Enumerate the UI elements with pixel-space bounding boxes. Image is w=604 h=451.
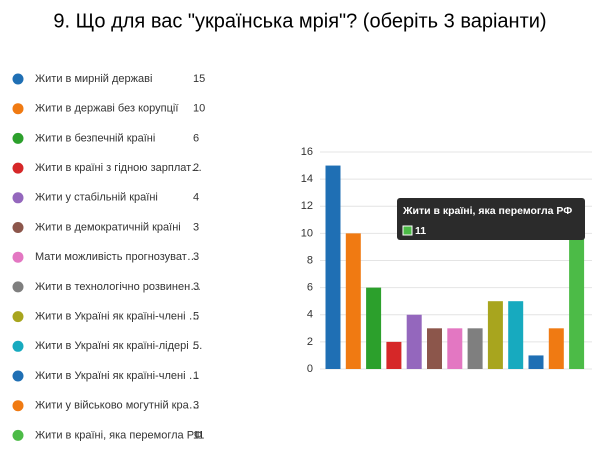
bar bbox=[447, 328, 463, 369]
legend-swatch bbox=[12, 400, 24, 412]
bar bbox=[427, 328, 442, 369]
y-tick-label: 10 bbox=[301, 227, 313, 239]
bar bbox=[487, 301, 503, 369]
legend-label: Жити в безпечній країні bbox=[35, 132, 155, 144]
tooltip-title: Жити в країні, яка перемогла РФ bbox=[402, 205, 572, 217]
bar bbox=[528, 355, 544, 369]
legend-value: 4 bbox=[193, 192, 199, 204]
legend-swatch bbox=[12, 311, 24, 323]
bar bbox=[325, 165, 341, 369]
legend-value: 2 bbox=[193, 162, 199, 174]
y-tick-label: 8 bbox=[307, 254, 313, 266]
y-tick-label: 14 bbox=[301, 173, 313, 185]
legend-value: 10 bbox=[193, 103, 205, 115]
legend-label: Жити в Україні як країні-члені … bbox=[35, 311, 200, 323]
legend-swatch bbox=[12, 132, 24, 144]
legend-label: Жити в країні з гідною зарплат… bbox=[35, 162, 202, 174]
bar bbox=[569, 219, 585, 369]
tooltip-swatch bbox=[402, 225, 413, 236]
legend-value: 1 bbox=[193, 370, 199, 382]
legend-value: 5 bbox=[193, 311, 199, 323]
chart-title: 9. Що для вас "українська мрія"? (оберіт… bbox=[53, 10, 546, 32]
legend-swatch bbox=[12, 281, 24, 293]
tooltip-value: 11 bbox=[415, 225, 426, 237]
legend-swatch bbox=[12, 103, 24, 115]
legend-value: 3 bbox=[193, 251, 199, 263]
bar bbox=[508, 301, 524, 369]
bar bbox=[548, 328, 564, 369]
legend-label: Жити в Україні як країні-члені … bbox=[35, 370, 200, 382]
legend-label: Жити в демократичній країні bbox=[35, 221, 181, 233]
bar bbox=[345, 233, 361, 369]
legend-value: 5 bbox=[193, 340, 199, 352]
bar bbox=[386, 341, 402, 369]
y-tick-label: 4 bbox=[307, 309, 313, 321]
bar bbox=[366, 287, 382, 369]
tooltip-box bbox=[397, 198, 585, 240]
legend-swatch bbox=[12, 340, 24, 352]
legend-label: Жити в державі без корупції bbox=[35, 103, 178, 115]
legend-label: Жити в Україні як країні-лідері … bbox=[35, 340, 203, 352]
bar bbox=[467, 328, 483, 369]
legend-value: 3 bbox=[193, 400, 199, 412]
legend-label: Мати можливість прогнозуват… bbox=[35, 251, 198, 263]
legend-swatch bbox=[12, 73, 24, 85]
legend-swatch bbox=[12, 192, 24, 204]
legend-swatch bbox=[12, 162, 24, 174]
legend-swatch bbox=[12, 222, 24, 233]
y-tick-label: 2 bbox=[307, 336, 313, 348]
legend-value: 3 bbox=[193, 281, 199, 293]
bar bbox=[406, 314, 422, 369]
legend-value: 11 bbox=[193, 429, 204, 441]
legend-swatch bbox=[12, 251, 24, 263]
y-tick-label: 16 bbox=[301, 146, 313, 158]
legend-swatch bbox=[12, 429, 24, 441]
legend-swatch bbox=[12, 370, 24, 382]
legend-label: Жити в мирній державі bbox=[35, 73, 152, 85]
legend-value: 3 bbox=[193, 221, 199, 233]
legend-label: Жити у військово могутній кра… bbox=[35, 400, 200, 412]
legend-value: 15 bbox=[193, 73, 205, 85]
legend-value: 6 bbox=[193, 132, 199, 144]
legend-label: Жити в країні, яка перемогла РФ bbox=[35, 429, 202, 441]
y-tick-label: 6 bbox=[307, 282, 313, 294]
legend-label: Жити в технологічно розвинен… bbox=[35, 281, 201, 293]
y-tick-label: 12 bbox=[301, 200, 313, 212]
y-tick-label: 0 bbox=[307, 363, 313, 375]
legend-label: Жити у стабільній країні bbox=[35, 192, 158, 204]
